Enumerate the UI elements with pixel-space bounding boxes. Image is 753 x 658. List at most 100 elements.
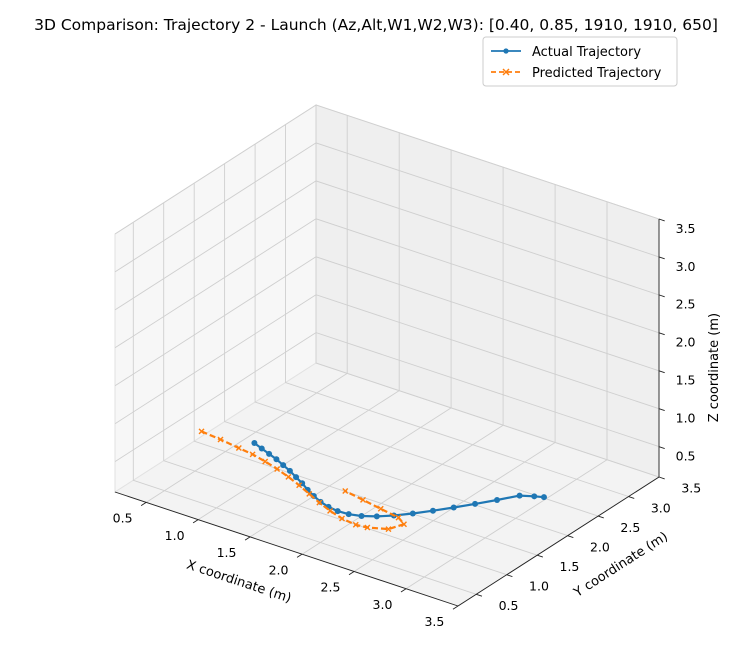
grid-line-z xyxy=(114,104,660,235)
tick-labels: 0.5 1.0 1.5 2.0 2.5 3.0 3.5 0.5 1.0 1.5 2.0 2.5 3.0 3… xyxy=(113,221,702,629)
data-point-stroke xyxy=(360,496,366,503)
data-point-stroke xyxy=(377,505,384,512)
x-tick-label: 3.0 xyxy=(373,597,393,612)
data-point-stroke xyxy=(306,490,313,497)
data-point xyxy=(409,510,416,517)
series-predicted xyxy=(198,428,408,533)
data-point xyxy=(299,480,306,487)
z-tick-label: 3.5 xyxy=(676,221,696,236)
y-tick-label: 3.5 xyxy=(681,481,701,496)
x-tick-label: 2.0 xyxy=(269,562,289,577)
data-point xyxy=(345,511,352,518)
y-axis-line xyxy=(457,476,660,607)
data-point-stroke xyxy=(352,521,359,528)
z-tick xyxy=(658,332,665,336)
data-point-stroke xyxy=(198,428,205,435)
data-point xyxy=(327,507,334,514)
grid-line-y xyxy=(193,183,538,556)
grid-line-y xyxy=(254,144,599,517)
grid-line-z xyxy=(114,294,660,425)
data-point xyxy=(296,482,303,489)
data-point-stroke xyxy=(296,482,303,489)
grid-line-z xyxy=(114,218,660,349)
y-tick xyxy=(597,515,604,519)
legend-actual-label: Actual Trajectory xyxy=(532,45,641,60)
grid-line-y xyxy=(163,202,507,576)
data-point xyxy=(235,444,242,451)
z-tick xyxy=(658,294,665,298)
x-tick-label: 3.5 xyxy=(424,614,444,629)
x-tick xyxy=(348,571,355,576)
z-tick-label: 1.0 xyxy=(676,411,696,426)
data-point xyxy=(285,473,292,480)
x-tick-label: 2.5 xyxy=(321,580,341,595)
y-tick-label: 0.5 xyxy=(499,598,519,613)
z-tick xyxy=(658,218,665,222)
data-point-stroke xyxy=(339,515,346,522)
data-point xyxy=(342,488,349,495)
z-tick-label: 1.5 xyxy=(676,373,696,388)
series-layer xyxy=(198,428,547,533)
data-point xyxy=(249,451,256,458)
grid-line-y xyxy=(315,105,660,478)
grid-line-y xyxy=(285,124,629,497)
x-tick-label: 0.5 xyxy=(113,510,133,525)
data-point-stroke xyxy=(249,451,256,458)
x-tick-label: 1.0 xyxy=(165,528,185,543)
y-tick-label: 1.0 xyxy=(529,578,549,593)
z-tick xyxy=(658,446,665,449)
tick-marks xyxy=(140,218,665,610)
data-point xyxy=(280,462,287,469)
data-point-stroke xyxy=(385,526,392,533)
data-point-stroke xyxy=(316,499,323,506)
z-tick-label: 0.5 xyxy=(676,448,696,463)
data-point-stroke xyxy=(401,521,408,528)
data-point xyxy=(274,465,281,472)
legend-actual-marker xyxy=(503,48,509,54)
z-tick-label: 2.0 xyxy=(676,335,696,350)
data-point xyxy=(306,490,313,497)
legend-frame xyxy=(482,36,678,87)
y-tick xyxy=(476,593,483,597)
data-point xyxy=(472,500,479,507)
data-point xyxy=(286,467,293,474)
data-point xyxy=(198,428,205,435)
grid-line-y xyxy=(224,163,568,537)
data-point-stroke xyxy=(235,444,242,451)
data-point xyxy=(358,513,365,520)
data-point-stroke xyxy=(285,473,292,480)
data-point xyxy=(293,474,300,481)
chart-title: 3D Comparison: Trajectory 2 - Launch (Az… xyxy=(34,16,718,34)
z-tick-label: 2.5 xyxy=(676,297,696,312)
data-point-stroke xyxy=(342,488,349,495)
data-point-stroke xyxy=(395,514,402,521)
grid-line-z xyxy=(114,256,660,387)
axis-panes xyxy=(113,104,661,607)
data-point xyxy=(360,496,366,503)
axis-lines xyxy=(114,219,660,607)
data-point-stroke xyxy=(274,465,281,472)
data-point xyxy=(395,514,402,521)
y-tick xyxy=(658,476,665,480)
data-point-stroke xyxy=(217,436,224,443)
z-tick xyxy=(658,256,665,260)
x-tick-label: 1.5 xyxy=(217,545,237,560)
legend-predicted-label: Predicted Trajectory xyxy=(532,66,662,81)
data-point xyxy=(494,496,501,503)
data-point xyxy=(258,445,265,452)
x-tick xyxy=(140,501,147,506)
data-point xyxy=(516,492,523,499)
y-tick-label: 3.0 xyxy=(651,500,671,515)
z-axis-label: Z coordinate (m) xyxy=(707,313,722,422)
data-point xyxy=(266,450,273,457)
grid-line-z xyxy=(114,180,660,311)
data-point xyxy=(334,508,341,515)
x-tick xyxy=(452,605,459,610)
series-actual xyxy=(251,440,547,520)
x-tick xyxy=(296,553,303,558)
z-tick xyxy=(658,408,665,412)
x-tick xyxy=(400,588,407,593)
legend-predicted-marker xyxy=(502,68,510,76)
y-tick xyxy=(567,535,574,538)
